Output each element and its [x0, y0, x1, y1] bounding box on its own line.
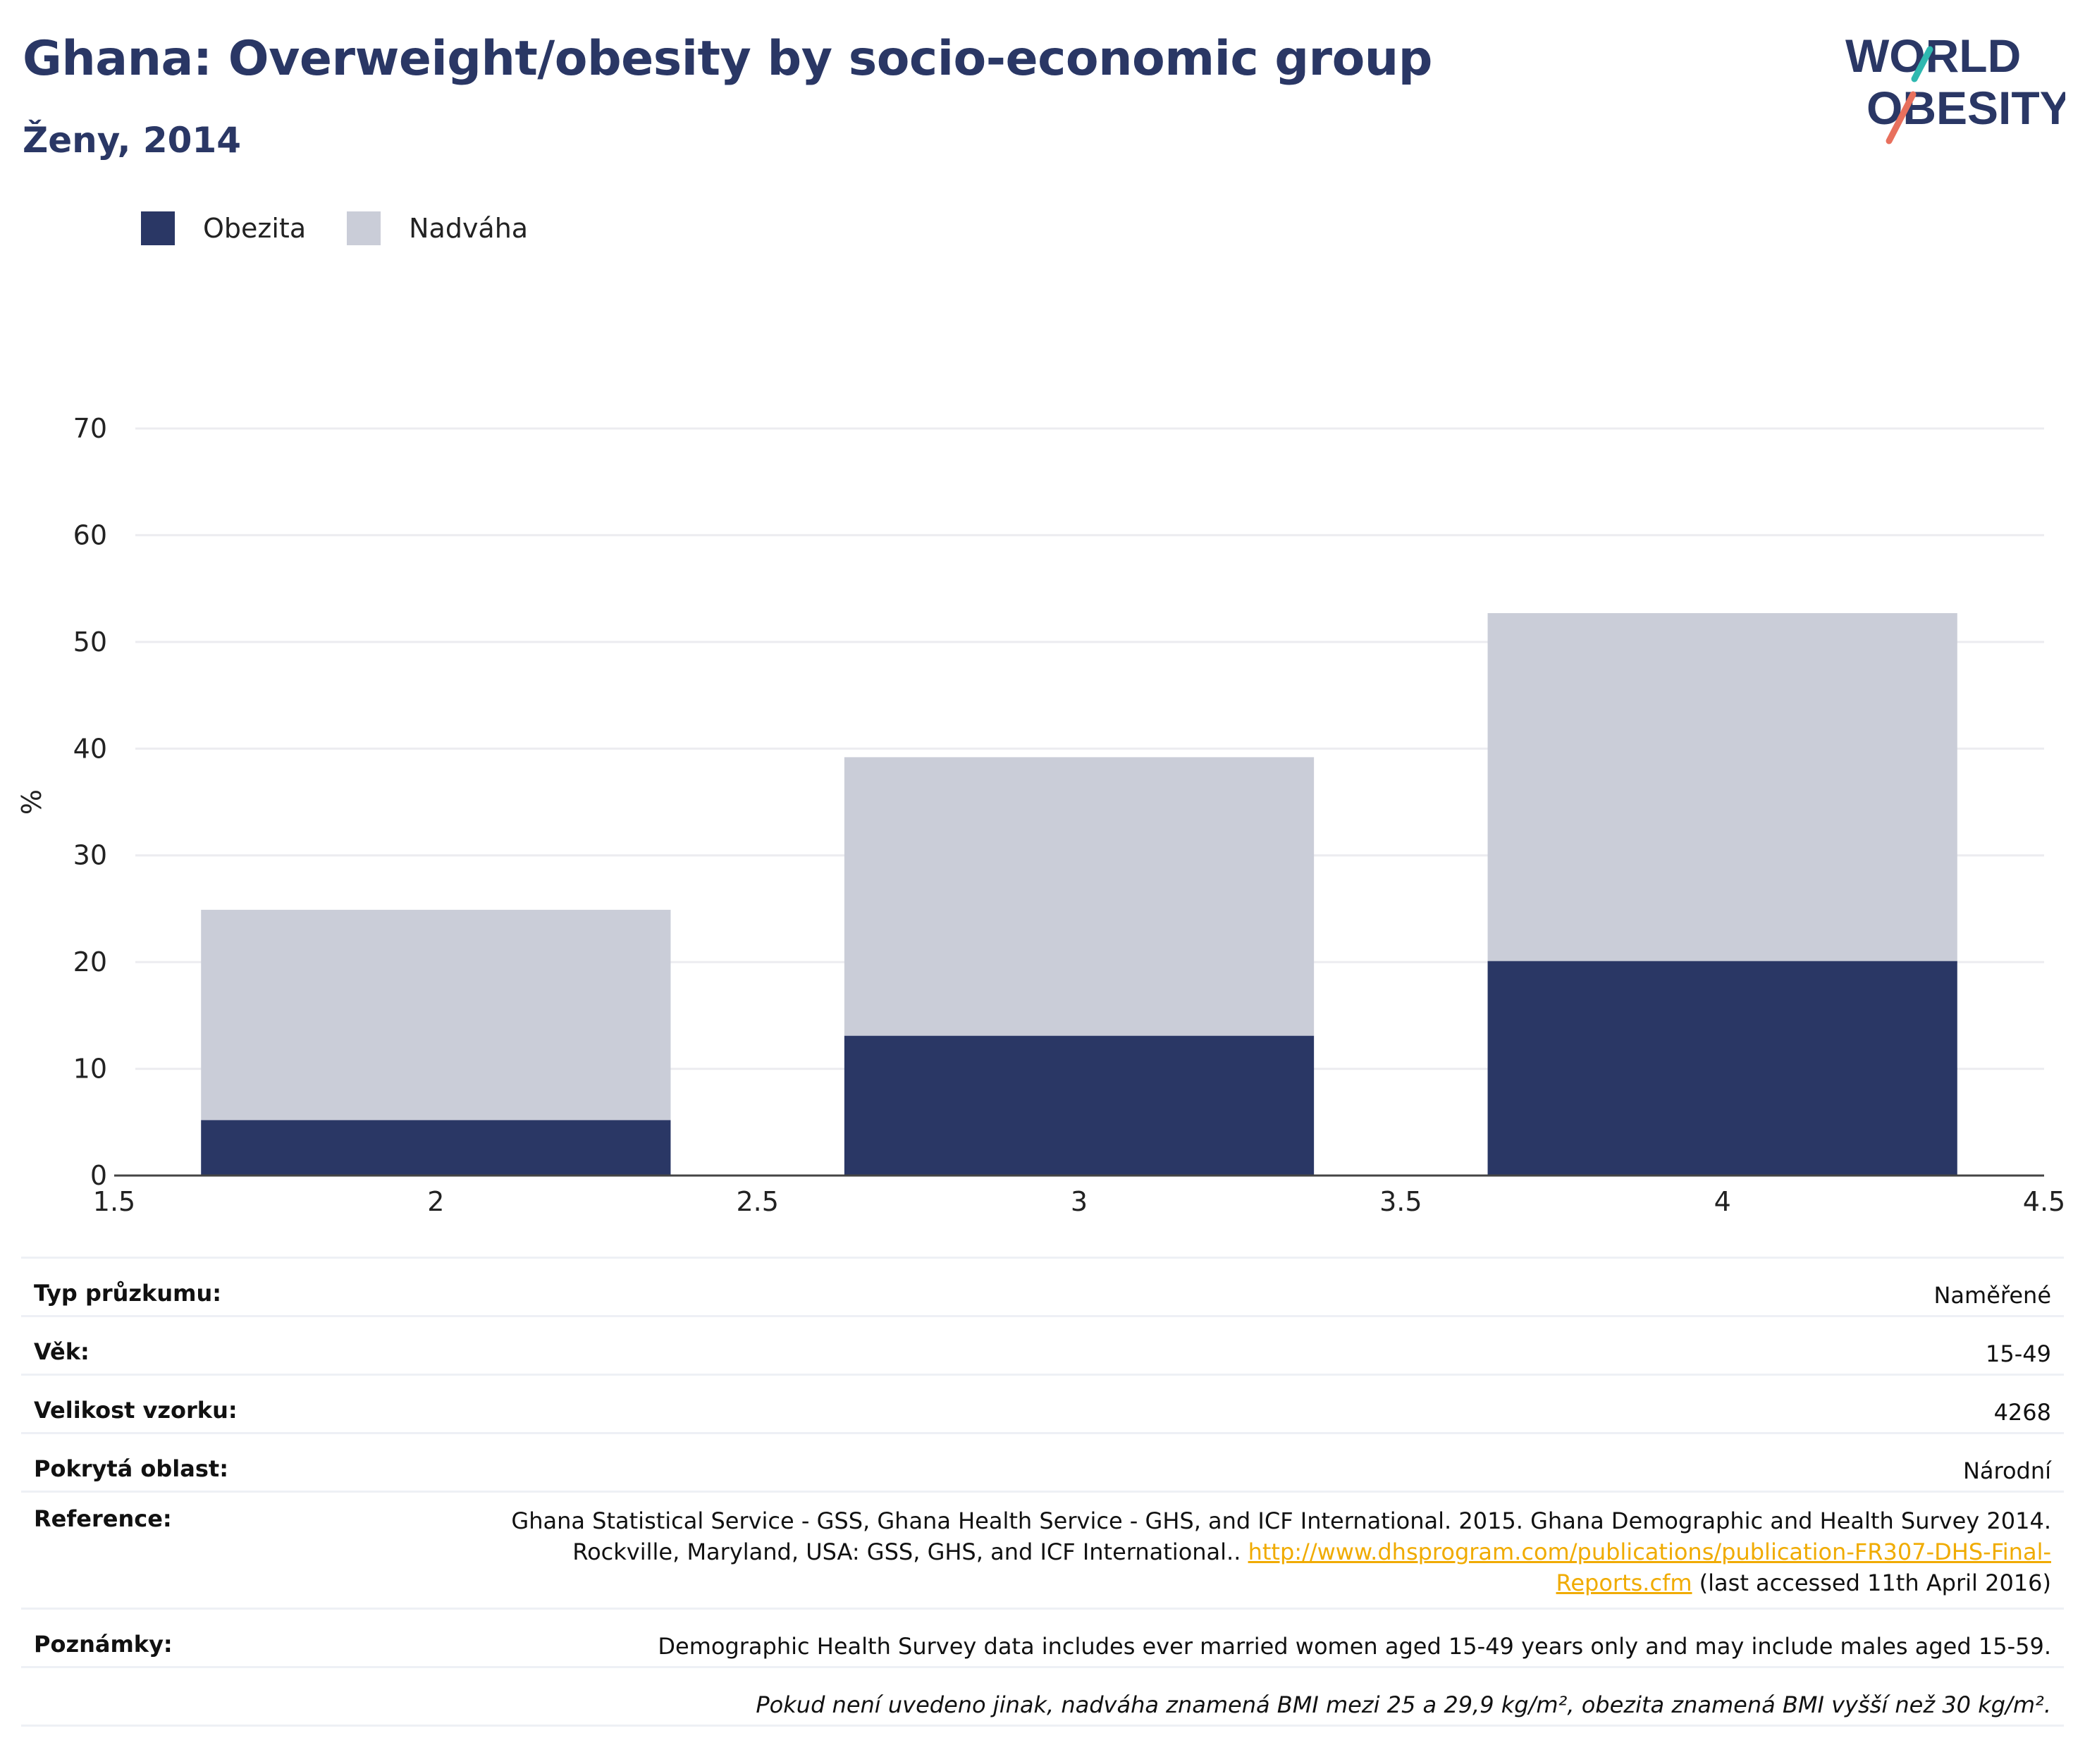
x-tick-label: 2.5 [736, 1186, 778, 1217]
x-tick-labels: 1.5 2 2.5 3 3.5 4 4.5 [93, 1186, 2065, 1217]
legend-item-obezita[interactable]: Obezita [141, 211, 306, 245]
legend-item-nadvaha[interactable]: Nadváha [347, 211, 528, 245]
info-table: Typ průzkumu: Naměřené Věk: 15-49 Veliko… [21, 1257, 2064, 1727]
info-value: Naměřené [1933, 1282, 2051, 1309]
bars [201, 612, 1957, 1176]
y-tick-label: 0 [90, 1160, 107, 1191]
x-tick-label: 4 [1714, 1186, 1731, 1217]
info-label: Pokrytá oblast: [34, 1455, 228, 1482]
legend-swatch-obezita [141, 211, 175, 245]
info-value: 15-49 [1986, 1340, 2051, 1367]
logo-text-world: WORLD [1845, 30, 2021, 82]
logo-slash-teal [1911, 46, 1933, 82]
legend: Obezita Nadváha [141, 209, 569, 248]
y-tick-labels: 0 10 20 30 40 50 60 70 [73, 413, 107, 1191]
y-tick-label: 30 [73, 840, 107, 871]
info-row-reference: Reference: Ghana Statistical Service - G… [21, 1491, 2064, 1608]
x-tick-label: 4.5 [2023, 1186, 2065, 1217]
x-tick-label: 3 [1071, 1186, 1088, 1217]
bar-obezita-2 [201, 1120, 671, 1176]
y-axis-label: % [16, 789, 47, 815]
bar-nadv-ha-3 [844, 757, 1315, 1036]
y-tick-label: 40 [73, 733, 107, 764]
y-tick-label: 50 [73, 627, 107, 658]
info-row-survey-type: Typ průzkumu: Naměřené [21, 1257, 2064, 1315]
x-tick-label: 1.5 [93, 1186, 135, 1217]
world-obesity-logo: WORLD OBESITY [1845, 30, 2065, 144]
info-row-age: Věk: 15-49 [21, 1315, 2064, 1374]
x-tick-label: 2 [427, 1186, 444, 1217]
info-label: Poznámky: [34, 1631, 173, 1658]
bar-chart: 0 10 20 30 40 50 60 70 1.5 2 2.5 3 3.5 4 4.5 % [16, 413, 2065, 1217]
reference-link-end[interactable]: Reports.cfm [1556, 1569, 1692, 1596]
y-tick-label: 70 [73, 413, 107, 444]
info-label: Velikost vzorku: [34, 1397, 238, 1424]
info-row-notes: Poznámky: Demographic Health Survey data… [21, 1608, 2064, 1666]
bar-nadv-ha-2 [201, 909, 671, 1121]
reference-link[interactable]: http://www.dhsprogram.com/publications/p… [1248, 1538, 2051, 1565]
x-tick-label: 3.5 [1379, 1186, 1422, 1217]
footnote-text: Pokud není uvedeno jinak, nadváha znamen… [756, 1691, 2051, 1718]
legend-label-nadvaha: Nadváha [409, 213, 529, 244]
y-tick-label: 10 [73, 1054, 107, 1085]
reference-line-1: Ghana Statistical Service - GSS, Ghana H… [511, 1507, 2051, 1534]
bar-obezita-4 [1487, 961, 1957, 1176]
info-label: Věk: [34, 1338, 90, 1365]
reference-accessed: (last accessed 11th April 2016) [1699, 1569, 2051, 1596]
info-label: Reference: [34, 1505, 172, 1532]
legend-swatch-nadvaha [347, 211, 381, 245]
info-table-bottom-border [21, 1725, 2064, 1727]
bar-nadv-ha-4 [1487, 612, 1957, 961]
logo-slash-coral [1886, 91, 1917, 144]
info-value: Demographic Health Survey data includes … [658, 1633, 2051, 1660]
info-row-area: Pokrytá oblast: Národní [21, 1432, 2064, 1491]
info-value: Národní [1962, 1457, 2051, 1484]
info-label: Typ průzkumu: [34, 1280, 222, 1307]
y-tick-label: 20 [73, 946, 107, 977]
info-row-sample-size: Velikost vzorku: 4268 [21, 1374, 2064, 1432]
info-value: 4268 [1993, 1399, 2051, 1426]
info-row-footnote: Pokud není uvedeno jinak, nadváha znamen… [21, 1666, 2064, 1725]
y-tick-label: 60 [73, 519, 107, 550]
chart-subtitle: Ženy, 2014 [23, 120, 242, 161]
reference-line-2: Rockville, Maryland, USA: GSS, GHS, and … [572, 1538, 1241, 1565]
legend-label-obezita: Obezita [203, 213, 307, 244]
bar-obezita-3 [844, 1035, 1315, 1176]
chart-title: Ghana: Overweight/obesity by socio-econo… [23, 31, 1432, 87]
reference-text: Ghana Statistical Service - GSS, Ghana H… [511, 1505, 2051, 1598]
